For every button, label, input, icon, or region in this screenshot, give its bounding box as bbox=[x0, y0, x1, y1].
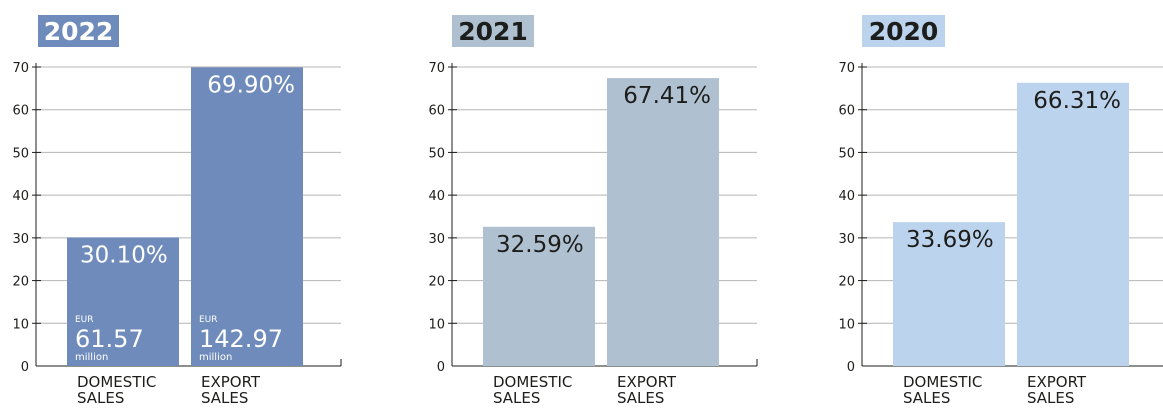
y-tick-label: 0 bbox=[437, 360, 445, 375]
y-tick-label: 50 bbox=[428, 146, 445, 161]
y-tick-label: 40 bbox=[12, 189, 29, 204]
chart-2020: 202001020304050607033.69%DOMESTICSALES66… bbox=[838, 15, 1163, 407]
chart-title-background bbox=[452, 15, 534, 47]
chart-title: 2021 bbox=[452, 15, 534, 47]
chart-2021: 202101020304050607032.59%DOMESTICSALES67… bbox=[428, 15, 758, 407]
bar-export bbox=[1017, 82, 1129, 367]
chart-title: 2020 bbox=[862, 15, 945, 47]
y-tick-label: 10 bbox=[838, 317, 855, 332]
y-tick-label: 50 bbox=[12, 146, 29, 161]
y-tick-label: 0 bbox=[21, 360, 29, 375]
y-tick-label: 0 bbox=[847, 360, 855, 375]
y-tick-label: 50 bbox=[838, 146, 855, 161]
bar-value-label: 66.31% bbox=[1033, 88, 1121, 114]
bar-value-label: 67.41% bbox=[623, 83, 711, 109]
y-tick-label: 20 bbox=[12, 275, 29, 290]
category-label: DOMESTIC bbox=[77, 373, 156, 391]
chart-title-background bbox=[862, 15, 945, 47]
y-tick-label: 40 bbox=[838, 189, 855, 204]
amount-unit: million bbox=[199, 352, 232, 363]
category-label: SALES bbox=[903, 389, 950, 407]
chart-title-background bbox=[38, 15, 119, 47]
category-label: EXPORT bbox=[617, 373, 677, 391]
y-tick-label: 60 bbox=[12, 104, 29, 119]
chart-title-text: 2021 bbox=[458, 17, 528, 46]
bar-export bbox=[607, 78, 719, 367]
y-tick-label: 30 bbox=[428, 232, 445, 247]
amount-value: 61.57 bbox=[75, 325, 144, 353]
y-tick-label: 40 bbox=[428, 189, 445, 204]
amount-currency: EUR bbox=[199, 315, 218, 325]
y-tick-label: 10 bbox=[428, 317, 445, 332]
y-tick-label: 60 bbox=[428, 104, 445, 119]
chart-title: 2022 bbox=[38, 15, 119, 47]
y-tick-label: 20 bbox=[428, 275, 445, 290]
category-label: SALES bbox=[201, 389, 248, 407]
bar-value-label: 32.59% bbox=[496, 232, 584, 258]
amount-value: 142.97 bbox=[199, 325, 283, 353]
amount-currency: EUR bbox=[75, 315, 94, 325]
bar-export bbox=[191, 67, 303, 367]
category-label: SALES bbox=[1027, 389, 1074, 407]
category-label: SALES bbox=[617, 389, 664, 407]
bar-domestic bbox=[483, 226, 595, 366]
category-label: EXPORT bbox=[201, 373, 261, 391]
bar-domestic bbox=[67, 237, 179, 366]
amount-unit: million bbox=[75, 352, 108, 363]
bar-value-label: 69.90% bbox=[207, 72, 295, 98]
y-tick-label: 60 bbox=[838, 104, 855, 119]
bar-domestic bbox=[893, 222, 1005, 366]
category-label: EXPORT bbox=[1027, 373, 1087, 391]
y-tick-label: 10 bbox=[12, 317, 29, 332]
bar-value-label: 30.10% bbox=[80, 242, 168, 268]
y-tick-label: 30 bbox=[838, 232, 855, 247]
category-label: DOMESTIC bbox=[903, 373, 982, 391]
category-label: DOMESTIC bbox=[493, 373, 572, 391]
y-tick-label: 70 bbox=[428, 61, 445, 76]
y-tick-label: 70 bbox=[838, 61, 855, 76]
category-label: SALES bbox=[77, 389, 124, 407]
chart-title-text: 2022 bbox=[44, 17, 114, 46]
category-label: SALES bbox=[493, 389, 540, 407]
chart-title-text: 2020 bbox=[869, 17, 939, 46]
y-tick-label: 70 bbox=[12, 61, 29, 76]
chart-2022: 202201020304050607030.10%EUR61.57million… bbox=[12, 15, 342, 407]
bar-value-label: 33.69% bbox=[906, 227, 994, 253]
y-tick-label: 20 bbox=[838, 275, 855, 290]
y-tick-label: 30 bbox=[12, 232, 29, 247]
